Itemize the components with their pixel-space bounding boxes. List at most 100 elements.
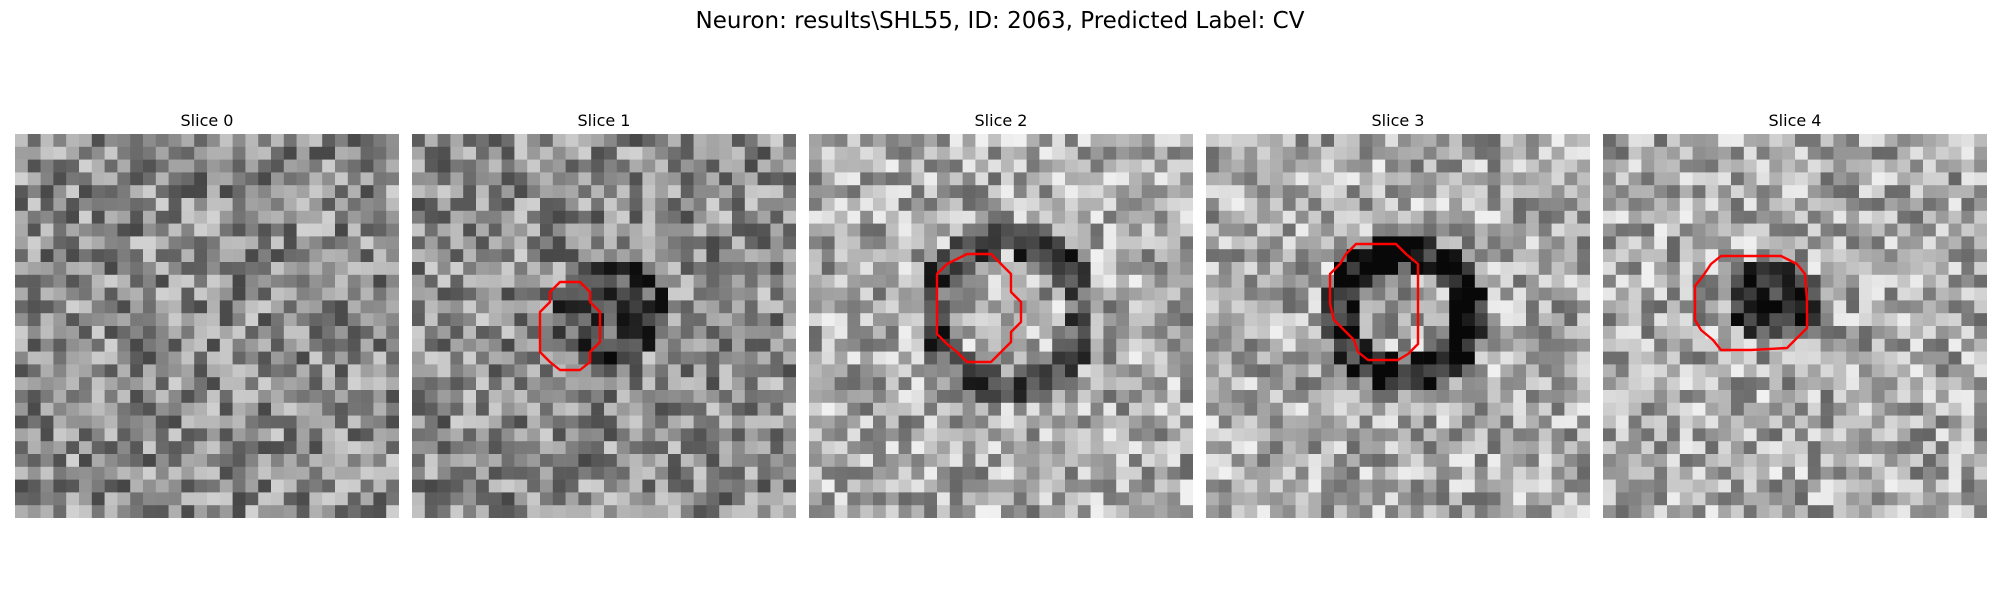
pixel: [578, 134, 592, 148]
pixel: [1026, 492, 1040, 506]
pixel: [53, 172, 67, 186]
pixel: [949, 454, 963, 468]
pixel: [335, 172, 349, 186]
pixel: [194, 326, 208, 340]
pixel: [1180, 441, 1193, 455]
pixel: [1346, 210, 1360, 224]
pixel: [219, 262, 233, 276]
pixel: [1577, 223, 1590, 237]
pixel: [1513, 390, 1527, 404]
pixel: [66, 377, 80, 391]
pixel: [770, 185, 784, 199]
pixel: [1103, 377, 1117, 391]
pixel: [501, 249, 515, 263]
pixel: [1705, 287, 1719, 301]
pixel: [1244, 146, 1258, 160]
pixel: [476, 441, 490, 455]
pixel: [309, 351, 323, 365]
pixel: [1065, 159, 1079, 173]
pixel: [898, 377, 912, 391]
pixel: [578, 492, 592, 506]
pixel: [1436, 210, 1450, 224]
pixel: [680, 377, 694, 391]
pixel: [360, 146, 374, 160]
pixel: [1923, 505, 1937, 518]
pixel: [988, 185, 1002, 199]
pixel: [245, 185, 259, 199]
pixel: [1372, 466, 1386, 480]
pixel: [809, 223, 823, 237]
pixel: [335, 364, 349, 378]
pixel: [1500, 287, 1514, 301]
pixel: [1449, 146, 1463, 160]
pixel: [194, 185, 208, 199]
pixel: [1026, 300, 1040, 314]
pixel: [847, 466, 861, 480]
pixel: [1077, 402, 1091, 416]
pixel: [309, 159, 323, 173]
pixel: [1141, 505, 1155, 518]
pixel: [744, 351, 758, 365]
pixel: [91, 236, 105, 250]
pixel: [258, 390, 272, 404]
pixel: [207, 505, 221, 518]
pixel: [335, 428, 349, 442]
pixel: [207, 479, 221, 493]
pixel: [347, 454, 361, 468]
pixel: [1001, 441, 1015, 455]
pixel: [604, 134, 618, 148]
pixel: [668, 300, 682, 314]
pixel: [1090, 466, 1104, 480]
pixel: [1526, 223, 1540, 237]
slice-image: [809, 134, 1193, 518]
pixel: [1474, 236, 1488, 250]
pixel: [680, 185, 694, 199]
pixel: [1449, 274, 1463, 288]
pixel: [527, 198, 541, 212]
pixel: [1141, 249, 1155, 263]
pixel: [847, 454, 861, 468]
pixel: [1295, 402, 1309, 416]
pixel: [155, 185, 169, 199]
pixel: [873, 364, 887, 378]
pixel: [770, 223, 784, 237]
pixel: [809, 172, 823, 186]
pixel: [642, 364, 656, 378]
pixel: [1846, 134, 1860, 148]
pixel: [1820, 185, 1834, 199]
pixel: [296, 146, 310, 160]
pixel: [1692, 441, 1706, 455]
pixel: [1090, 300, 1104, 314]
pixel: [1065, 505, 1079, 518]
pixel: [1641, 390, 1655, 404]
pixel: [1577, 390, 1590, 404]
pixel: [27, 274, 41, 288]
pixel: [1001, 249, 1015, 263]
pixel: [104, 351, 118, 365]
pixel: [732, 236, 746, 250]
pixel: [1948, 505, 1962, 518]
pixel: [655, 249, 669, 263]
pixel: [1270, 146, 1284, 160]
pixel: [1654, 454, 1668, 468]
pixel: [1167, 428, 1181, 442]
pixel: [1398, 402, 1412, 416]
pixel: [1167, 210, 1181, 224]
pixel: [1628, 313, 1642, 327]
pixel: [437, 274, 451, 288]
pixel: [66, 210, 80, 224]
pixel: [1474, 223, 1488, 237]
pixel: [1551, 223, 1565, 237]
pixel: [1449, 441, 1463, 455]
pixel: [1935, 415, 1949, 429]
pixel: [1641, 198, 1655, 212]
pixel: [1090, 287, 1104, 301]
pixel: [655, 351, 669, 365]
pixel: [488, 287, 502, 301]
pixel: [1615, 338, 1629, 352]
pixel: [1718, 185, 1732, 199]
pixel: [821, 428, 835, 442]
pixel: [488, 351, 502, 365]
pixel: [1538, 377, 1552, 391]
pixel: [181, 236, 195, 250]
